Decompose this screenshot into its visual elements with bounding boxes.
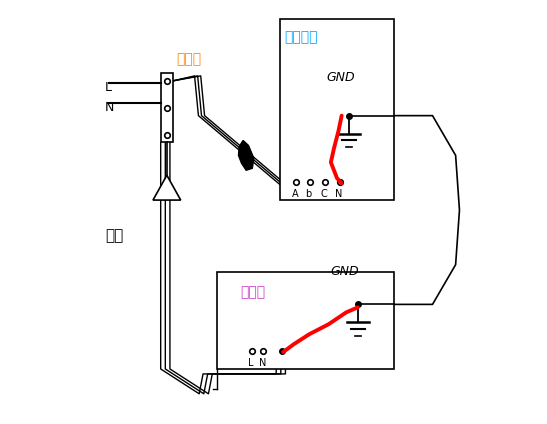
Text: N: N <box>335 189 343 199</box>
Bar <box>161 73 173 142</box>
Text: A: A <box>292 189 298 199</box>
Text: N: N <box>259 358 266 368</box>
Text: GND: GND <box>331 265 359 278</box>
Polygon shape <box>153 175 181 200</box>
Text: 三相电表: 三相电表 <box>284 30 317 44</box>
Bar <box>280 19 394 200</box>
Text: b: b <box>305 189 312 199</box>
Bar <box>217 272 394 369</box>
Text: GND: GND <box>326 71 355 84</box>
Text: L: L <box>248 358 253 368</box>
Text: C: C <box>320 189 327 199</box>
Text: N: N <box>105 100 115 114</box>
Text: 插线板: 插线板 <box>176 52 201 66</box>
Text: 大地: 大地 <box>105 228 124 243</box>
Text: L: L <box>105 81 112 94</box>
Polygon shape <box>238 140 254 170</box>
Text: 示波器: 示波器 <box>240 285 265 299</box>
